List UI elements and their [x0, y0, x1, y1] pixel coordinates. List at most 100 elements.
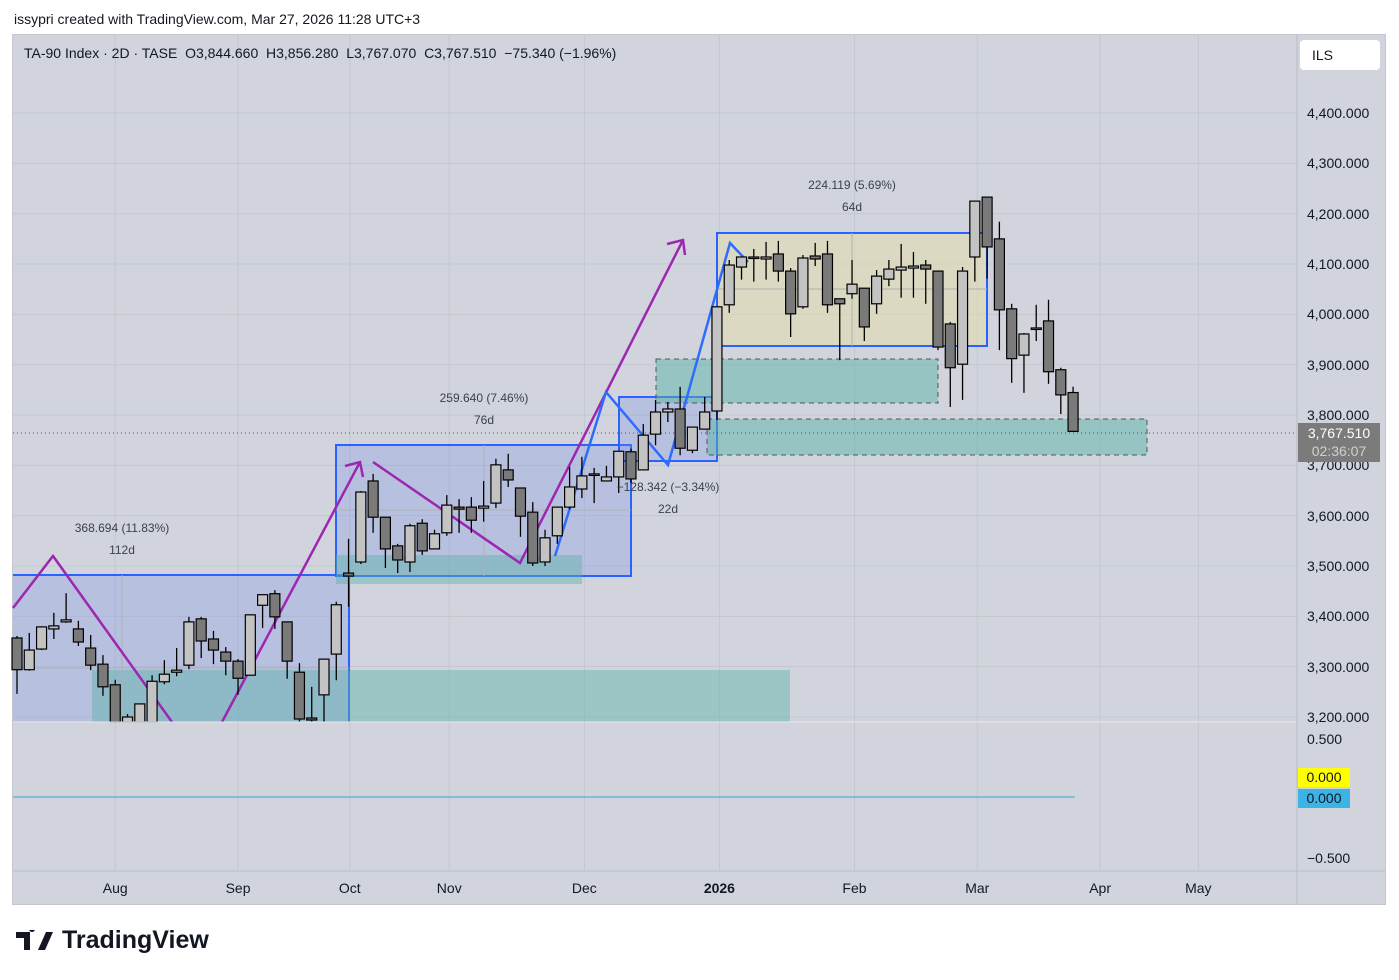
candle-body-up — [551, 506, 563, 537]
indicator-tick: 0.500 — [1307, 731, 1343, 747]
candle — [35, 626, 48, 651]
candle-body-down — [514, 487, 527, 517]
candle-body-down — [392, 545, 404, 561]
candle-body-up — [257, 594, 269, 606]
candle-body-up — [355, 491, 367, 563]
candle — [392, 543, 404, 574]
candle — [662, 401, 674, 423]
candle — [858, 287, 870, 342]
candle-body-up — [478, 505, 490, 509]
symbol-name[interactable]: TA-90 Index · 2D · TASE — [24, 45, 178, 61]
time-tick-label: Aug — [102, 880, 128, 896]
candle-body-up — [441, 504, 453, 534]
candle-body-up — [539, 537, 551, 563]
price-tick-label: 4,200.000 — [1307, 205, 1370, 222]
candle — [895, 243, 907, 298]
candle — [993, 221, 1006, 351]
price-tick-label: 3,800.000 — [1307, 407, 1370, 424]
candle — [367, 473, 379, 533]
candle — [109, 679, 121, 723]
candle-body-up — [613, 450, 625, 478]
candle — [85, 634, 97, 671]
candle — [11, 635, 23, 694]
measure-duration: 76d — [473, 413, 495, 427]
candle — [379, 516, 391, 569]
candle-body-down — [85, 647, 97, 666]
close-value: C3,767.510 — [424, 45, 497, 61]
candle-body-down — [72, 628, 85, 643]
candle-body-up — [134, 703, 146, 723]
candle-body-up — [244, 614, 256, 676]
candle-body-down — [195, 618, 207, 642]
candle — [134, 703, 146, 723]
candle-body-up — [870, 275, 883, 305]
candle — [723, 260, 735, 313]
currency-button[interactable]: ILS — [1300, 40, 1380, 70]
candle-body-up — [883, 268, 895, 280]
price-tick-label: 3,200.000 — [1307, 709, 1370, 725]
candle-body-up — [686, 426, 699, 451]
candle-body-down — [11, 637, 23, 671]
candle-body-up — [563, 486, 576, 508]
candle-body-down — [809, 255, 821, 260]
price-tick-label: 3,300.000 — [1307, 658, 1370, 675]
candle-body-down — [306, 717, 318, 721]
candle-body-down — [109, 684, 121, 723]
time-tick-label: Feb — [842, 880, 867, 896]
time-tick-label: 2026 — [703, 880, 735, 896]
candle — [244, 614, 256, 676]
candle — [48, 612, 60, 639]
candle — [220, 647, 232, 676]
candle — [318, 658, 330, 722]
candle-body-up — [1018, 333, 1030, 356]
candle-body-down — [465, 506, 477, 521]
demand-zone-3 — [655, 358, 939, 404]
attribution-text: issypri created with TradingView.com, Ma… — [14, 11, 421, 27]
candle-body-up — [35, 626, 48, 650]
candle — [625, 448, 637, 483]
candle-body-up — [330, 604, 342, 655]
candle-body-down — [1055, 369, 1067, 396]
candle — [576, 456, 588, 499]
candle — [821, 240, 834, 313]
candle — [674, 386, 686, 456]
candle-body-down — [97, 663, 109, 688]
logo-text: TradingView — [62, 926, 209, 954]
candle — [257, 594, 269, 628]
candle-body-up — [171, 669, 183, 673]
candle — [785, 268, 797, 338]
candle-body-up — [735, 256, 748, 268]
candle — [293, 663, 306, 722]
candle — [551, 506, 563, 544]
candle — [981, 196, 993, 279]
measure-change: 368.694 (11.83%) — [74, 521, 170, 535]
tradingview-logo[interactable]: TradingView — [16, 926, 209, 955]
candle-body-up — [649, 411, 662, 435]
chart-frame[interactable] — [12, 34, 1386, 905]
candle — [944, 321, 956, 407]
indicator-tick: −0.500 — [1307, 850, 1351, 866]
range-box-1 — [13, 575, 349, 722]
time-tick-label: Sep — [225, 880, 251, 896]
candle-body-down — [1042, 320, 1055, 373]
candle — [956, 267, 969, 400]
candle — [932, 270, 944, 351]
candle — [171, 648, 183, 677]
candle — [1030, 304, 1042, 342]
candle — [1006, 303, 1018, 383]
candle — [772, 240, 784, 282]
candle-body-down — [834, 298, 846, 305]
drawings — [12, 232, 1297, 723]
candle-body-up — [600, 476, 613, 482]
candle-body-down — [1067, 391, 1079, 432]
candle-body-up — [146, 680, 158, 723]
candle-body-up — [428, 533, 441, 550]
candle — [330, 601, 342, 681]
candle — [907, 251, 920, 298]
candle — [711, 306, 723, 421]
time-tick-label: Apr — [1089, 880, 1111, 896]
candle — [563, 466, 576, 510]
candle-body-up — [121, 716, 134, 723]
candle — [60, 593, 72, 623]
